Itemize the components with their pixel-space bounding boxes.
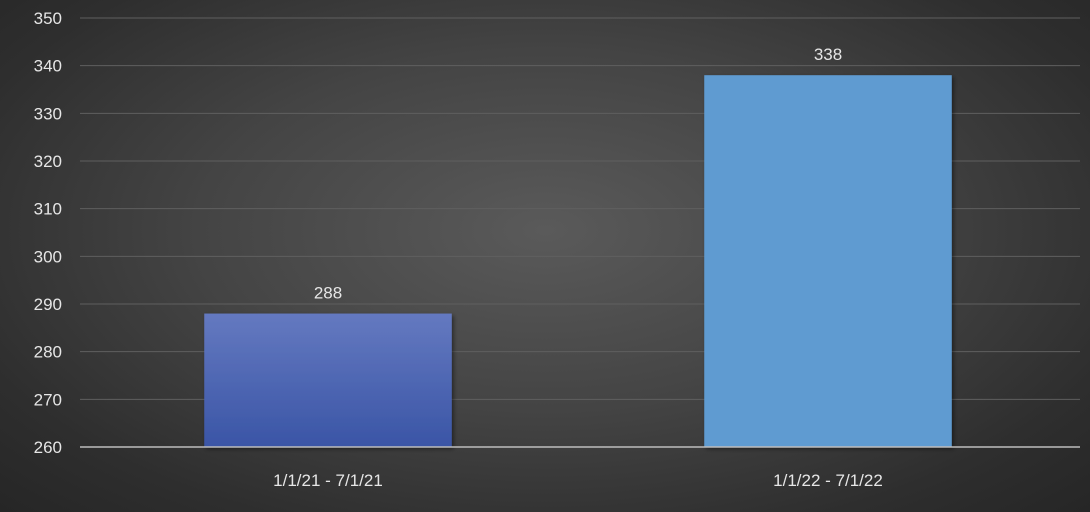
y-tick-label: 270	[34, 390, 62, 409]
data-labels: 288 338	[314, 45, 842, 302]
category-label-1: 1/1/21 - 7/1/21	[273, 471, 383, 490]
y-tick-label: 310	[34, 200, 62, 219]
category-label-2: 1/1/22 - 7/1/22	[773, 471, 883, 490]
y-tick-label: 300	[34, 247, 62, 266]
y-tick-label: 330	[34, 104, 62, 123]
data-label-2: 338	[814, 45, 842, 64]
y-tick-label: 260	[34, 438, 62, 457]
bar-1	[204, 313, 452, 447]
y-axis-tick-labels: 260 270 280 290 300 310 320 330 340 350	[34, 9, 62, 457]
bars	[204, 75, 952, 447]
x-axis-category-labels: 1/1/21 - 7/1/21 1/1/22 - 7/1/22	[273, 471, 883, 490]
y-tick-label: 340	[34, 57, 62, 76]
y-tick-label: 280	[34, 343, 62, 362]
y-tick-label: 290	[34, 295, 62, 314]
y-tick-label: 320	[34, 152, 62, 171]
data-label-1: 288	[314, 284, 342, 303]
bar-2	[704, 75, 952, 447]
y-tick-label: 350	[34, 9, 62, 28]
